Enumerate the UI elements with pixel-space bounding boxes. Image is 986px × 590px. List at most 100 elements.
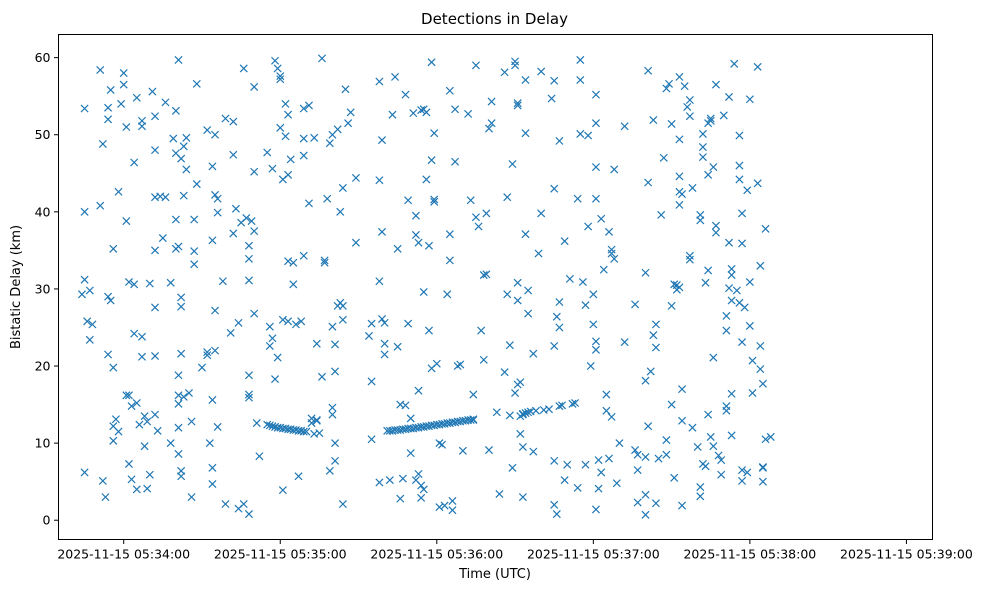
data-point <box>547 94 556 103</box>
data-point <box>604 227 614 236</box>
data-point <box>424 241 433 250</box>
data-point <box>761 224 770 233</box>
data-point <box>427 156 436 165</box>
data-point <box>263 420 272 429</box>
data-point <box>151 112 160 121</box>
data-point <box>591 163 600 172</box>
data-point <box>727 431 736 440</box>
data-point <box>213 208 222 217</box>
data-point <box>649 331 658 340</box>
data-point <box>631 446 640 455</box>
data-point <box>581 460 590 469</box>
y-tick-label: 10 <box>35 436 51 451</box>
data-point <box>599 265 608 274</box>
data-point <box>534 249 543 258</box>
data-point <box>503 290 512 299</box>
data-point <box>495 489 504 499</box>
data-point <box>560 237 569 246</box>
data-point <box>424 326 433 335</box>
data-point <box>685 255 694 264</box>
data-point <box>633 498 642 507</box>
data-point <box>704 410 713 419</box>
data-point <box>670 473 679 482</box>
data-point <box>367 319 376 328</box>
data-point <box>299 251 308 260</box>
data-point <box>531 406 540 415</box>
data-point <box>511 388 520 398</box>
x-tick-label: 2025-11-15 05:35:00 <box>214 547 347 562</box>
data-point <box>644 66 653 75</box>
data-point <box>417 106 426 115</box>
data-point <box>529 349 538 358</box>
x-tick-label: 2025-11-15 05:38:00 <box>683 547 816 562</box>
data-point <box>375 176 384 185</box>
data-point <box>320 256 329 265</box>
data-point <box>651 499 660 508</box>
data-point <box>709 442 718 451</box>
data-point <box>213 194 222 203</box>
data-point <box>80 207 89 216</box>
data-point <box>518 442 527 452</box>
data-point <box>325 466 334 475</box>
data-point <box>174 55 183 64</box>
data-point <box>265 341 274 351</box>
data-point <box>317 54 327 63</box>
data-point <box>675 135 684 144</box>
data-point <box>104 115 113 124</box>
data-point <box>555 136 564 145</box>
data-point <box>487 97 496 106</box>
data-point <box>469 415 478 425</box>
data-point <box>127 475 136 484</box>
data-point <box>453 362 462 371</box>
data-point <box>119 80 128 89</box>
data-point <box>135 420 144 429</box>
data-point <box>578 277 587 287</box>
data-point <box>464 109 473 118</box>
data-point <box>211 346 220 355</box>
data-point <box>565 274 574 283</box>
data-point <box>411 211 420 220</box>
data-point <box>218 277 227 286</box>
data-point <box>586 362 595 371</box>
data-point <box>573 194 582 203</box>
data-point <box>709 353 718 362</box>
data-point <box>591 90 600 99</box>
data-point <box>620 122 629 131</box>
data-point <box>119 69 128 78</box>
data-point <box>151 146 160 155</box>
data-point <box>124 391 133 400</box>
data-point <box>268 164 277 173</box>
data-point <box>675 72 684 81</box>
data-point <box>477 326 486 335</box>
data-point <box>738 209 747 218</box>
data-point <box>375 277 384 286</box>
data-point <box>276 75 285 84</box>
data-point <box>701 278 710 287</box>
data-point <box>239 500 248 509</box>
data-point <box>80 104 89 113</box>
data-point <box>333 125 342 134</box>
data-point <box>641 376 650 385</box>
data-point <box>294 472 303 481</box>
data-point <box>302 427 311 436</box>
data-point <box>104 103 113 112</box>
data-point <box>117 99 126 108</box>
data-point <box>132 93 141 102</box>
data-point <box>521 230 530 239</box>
data-point <box>550 500 559 509</box>
data-point <box>631 300 640 309</box>
data-point <box>513 296 522 305</box>
data-point <box>127 402 136 411</box>
data-point <box>591 505 600 514</box>
data-point <box>263 148 272 157</box>
data-point <box>644 178 653 187</box>
data-point <box>662 84 671 93</box>
data-point <box>651 343 660 352</box>
data-point <box>584 222 593 231</box>
data-point <box>581 301 590 310</box>
data-point <box>336 207 345 216</box>
data-point <box>208 236 217 245</box>
data-point <box>299 134 308 143</box>
data-point <box>221 114 230 123</box>
data-point <box>177 472 186 481</box>
